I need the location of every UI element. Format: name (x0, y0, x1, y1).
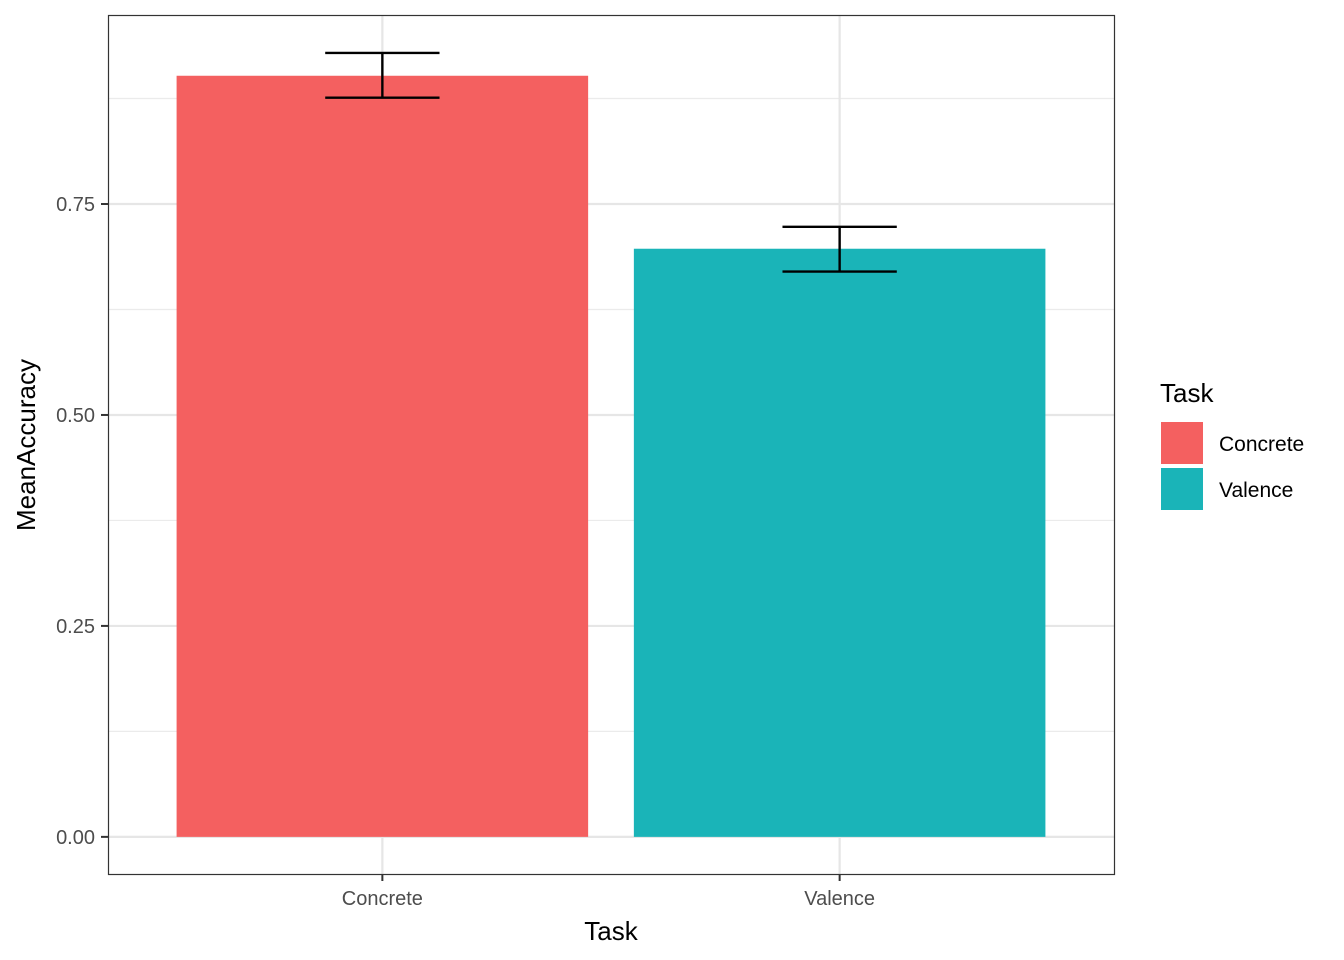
legend-label-valence: Valence (1219, 479, 1293, 502)
legend-key-concrete (1161, 422, 1203, 464)
error-bars (325, 51, 897, 273)
y-tick-label: 0.75 (56, 194, 95, 216)
legend: Task Concrete Valence (1160, 378, 1304, 510)
error-bar-concrete (325, 51, 440, 99)
y-tick-label: 0.00 (56, 827, 95, 849)
bar-concrete (176, 75, 589, 837)
x-tick-label: Valence (804, 888, 875, 910)
x-axis-title: Task (584, 916, 638, 946)
legend-label-concrete: Concrete (1219, 433, 1304, 456)
y-tick-label: 0.50 (56, 405, 95, 427)
y-axis-title: MeanAccuracy (11, 359, 41, 531)
legend-title: Task (1160, 378, 1214, 408)
y-axis: 0.00 0.25 0.50 0.75 (56, 194, 108, 849)
bar-valence (633, 248, 1046, 837)
y-tick-label: 0.25 (56, 616, 95, 638)
legend-key-valence (1161, 468, 1203, 510)
bars (176, 75, 1046, 837)
x-tick-label: Concrete (342, 888, 423, 910)
x-axis: Concrete Valence (342, 874, 875, 910)
plot-panel-border (107, 14, 1116, 876)
error-bar-valence (782, 225, 897, 273)
